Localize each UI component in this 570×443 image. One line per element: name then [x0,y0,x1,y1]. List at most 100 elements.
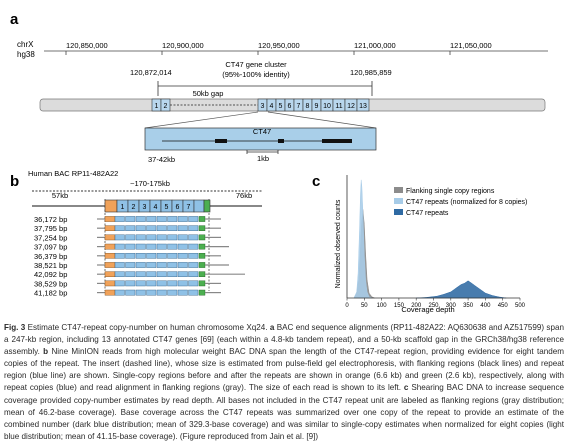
read-repeat-segment [146,252,157,259]
x-tick-label: 100 [377,303,388,309]
zoom-line-left [144,111,259,129]
caption-panel-ref: c [403,383,409,393]
read-repeat-segment [135,271,146,278]
legend-label: CT47 repeats (normalized for 8 copies) [406,199,527,206]
read-repeat-segment [156,216,167,222]
repeat-number: 2 [132,204,136,211]
read-orange-segment [104,289,116,296]
repeat-number: 7 [187,204,191,211]
read-orange-segment [104,216,116,222]
read-repeat-segment [135,252,146,259]
read-repeat-segment [114,216,125,222]
read-repeat-segment [114,225,125,232]
repeat-number: 6 [288,103,292,110]
x-tick-label: 400 [480,303,491,309]
read-repeat-segment [146,225,157,232]
read-repeat-segment [135,243,146,250]
repeat-number: 5 [165,204,169,211]
single-copy-green [203,199,211,213]
genome-ticks: 120,850,000 120,900,000 120,950,000 121,… [65,41,492,55]
read-repeat-segment [135,280,146,287]
figure-panels: a chrX hg38 120,850,000 120,900,000 120,… [10,11,548,314]
read-row: 38,529 bp [34,279,221,288]
cluster-identity: (95%-100% identity) [222,70,290,79]
read-repeat-segment [188,216,199,222]
read-row: 36,379 bp [34,252,221,261]
read-repeat-segment [114,262,125,268]
read-size-label: 36,172 bp [34,215,67,224]
gene-exon [322,139,352,143]
read-repeat-segment [135,216,146,222]
read-orange-segment [104,271,116,278]
read-row: 37,795 bp [34,224,221,233]
read-repeat-segment [177,234,188,241]
x-tick-label: 250 [428,303,439,309]
gap-label: 50kb gap [193,89,224,98]
read-repeat-segment [125,289,136,296]
repeat-number: 4 [154,204,158,211]
caption-panel-ref: a [269,323,275,332]
read-orange-segment [104,225,116,232]
read-repeat-segment [125,252,136,259]
bac-title: Human BAC RP11-482A22 [28,169,118,178]
read-repeat-segment [177,262,188,268]
read-green-segment [198,271,206,278]
read-repeat-segment [156,262,167,268]
read-green-segment [198,252,206,259]
repeat-number: 12 [347,103,355,110]
legend-swatch [394,209,403,215]
x-tick-label: 300 [446,303,457,309]
ct47-repeat-inset [144,127,377,151]
read-orange-segment [104,262,116,268]
chrom-label: chrX [17,40,34,49]
repeat-number: 5 [279,103,283,110]
read-repeat-segment [188,243,199,250]
read-repeat-segment [177,225,188,232]
legend-label: CT47 repeats [406,210,449,217]
read-repeat-segment [146,289,157,296]
read-repeat-segment [114,243,125,250]
repeat-number: 6 [176,204,180,211]
gene-exon [278,139,284,143]
chart-ylabel: Normalized observed counts [335,199,342,288]
read-repeat-segment [125,280,136,287]
read-repeat-segment [177,289,188,296]
read-orange-segment [104,252,116,259]
read-repeat-segment [167,262,178,268]
read-repeat-segment [135,234,146,241]
read-repeat-segment [146,216,157,222]
read-repeat-segment [177,243,188,250]
read-repeat-segment [146,234,157,241]
read-repeat-segment [188,280,199,287]
repeat-block [356,98,370,112]
region-end-label: 120,985,859 [350,68,392,77]
read-repeat-segment [167,225,178,232]
panel-b-label: b [10,173,19,190]
tick-label: 121,000,000 [354,41,396,50]
read-orange-segment [104,280,116,287]
cluster-title: CT47 gene cluster [225,60,287,69]
read-repeat-segment [114,252,125,259]
caption-text: Nine MinION reads from high molecular we… [4,347,564,393]
read-green-segment [198,289,206,296]
caption-fig-label: Fig. 3 [4,323,26,332]
read-repeat-segment [167,252,178,259]
read-repeat-segment [188,289,199,296]
read-repeat-segment [188,262,199,268]
x-tick-label: 350 [463,303,474,309]
read-repeat-segment [146,243,157,250]
read-row: 41,182 bp [34,289,221,298]
repeat-number: 3 [261,103,265,110]
read-size-label: 38,521 bp [34,261,67,270]
inset-title: CT47 [253,127,271,136]
x-tick-label: 500 [515,303,526,309]
insert-size-label: ~170-175kb [130,179,170,188]
caption-panel-ref: b [43,347,49,357]
read-row: 38,521 bp [34,261,229,270]
read-repeat-segment [188,271,199,278]
panel-b: b Human BAC RP11-482A22 ~170-175kb 57kb … [10,169,262,298]
read-orange-segment [104,243,116,250]
read-repeat-segment [156,289,167,296]
